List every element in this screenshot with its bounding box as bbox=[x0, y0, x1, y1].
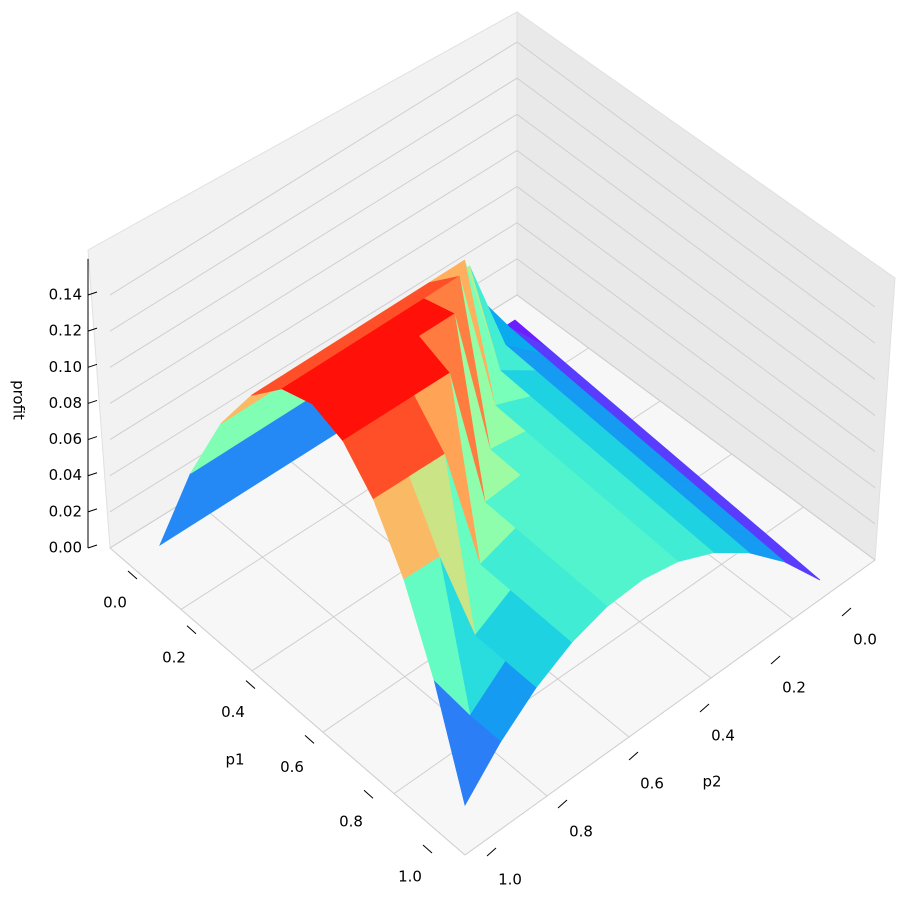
x-tick bbox=[245, 680, 256, 689]
z-tick bbox=[87, 508, 98, 513]
x-tick-label: 0.4 bbox=[221, 703, 245, 721]
grid-line bbox=[109, 77, 876, 344]
grid-line bbox=[109, 547, 466, 856]
z-tick-label: 0.12 bbox=[49, 322, 82, 340]
x-tick bbox=[422, 844, 433, 854]
y-tick bbox=[557, 799, 568, 809]
y-tick-label: 0.8 bbox=[569, 823, 593, 841]
z-tick-label: 0.06 bbox=[49, 430, 82, 448]
z-tick bbox=[87, 544, 98, 549]
y-tick-label: 1.0 bbox=[498, 871, 522, 889]
z-tick bbox=[87, 327, 98, 332]
grid-line bbox=[516, 294, 876, 561]
z-tick-label: 0.04 bbox=[49, 466, 82, 484]
grid-line bbox=[464, 559, 876, 856]
z-axis-label: profit bbox=[10, 380, 28, 420]
z-tick bbox=[87, 291, 98, 296]
x-tick bbox=[127, 570, 138, 580]
z-tick-label: 0.14 bbox=[49, 286, 82, 304]
grid-line bbox=[109, 41, 876, 308]
z-tick bbox=[87, 436, 98, 441]
y-tick bbox=[628, 751, 639, 761]
grid-line bbox=[109, 222, 876, 489]
z-tick bbox=[87, 472, 98, 477]
x-tick bbox=[186, 625, 197, 635]
z-tick-label: 0.10 bbox=[49, 358, 82, 376]
x-tick-label: 0.6 bbox=[280, 758, 304, 776]
surface-patch bbox=[433, 680, 502, 807]
grid-line bbox=[109, 113, 876, 380]
y-axis-label: p2 bbox=[702, 773, 721, 791]
z-tick bbox=[87, 399, 98, 404]
z-tick-label: 0.08 bbox=[49, 394, 82, 412]
y-tick bbox=[699, 703, 710, 713]
x-axis-label: p1 bbox=[225, 751, 244, 769]
y-tick bbox=[770, 655, 781, 665]
y-tick bbox=[841, 607, 852, 617]
y-tick-label: 0.6 bbox=[640, 775, 664, 793]
y-tick-label: 0.4 bbox=[711, 727, 735, 745]
y-tick-label: 0.2 bbox=[782, 679, 806, 697]
y-tick-label: 0.0 bbox=[853, 631, 877, 649]
x-tick-label: 1.0 bbox=[398, 868, 422, 886]
x-tick-label: 0.0 bbox=[103, 594, 127, 612]
x-tick-label: 0.8 bbox=[339, 813, 363, 831]
x-tick bbox=[304, 735, 315, 744]
x-tick-label: 0.2 bbox=[162, 648, 186, 666]
y-tick bbox=[486, 847, 497, 857]
z-tick-label: 0.02 bbox=[49, 502, 82, 520]
z-tick bbox=[87, 363, 98, 368]
z-tick-label: 0.00 bbox=[49, 539, 82, 557]
x-tick bbox=[363, 789, 374, 799]
grid-line bbox=[109, 149, 876, 416]
grid-line bbox=[109, 185, 876, 452]
